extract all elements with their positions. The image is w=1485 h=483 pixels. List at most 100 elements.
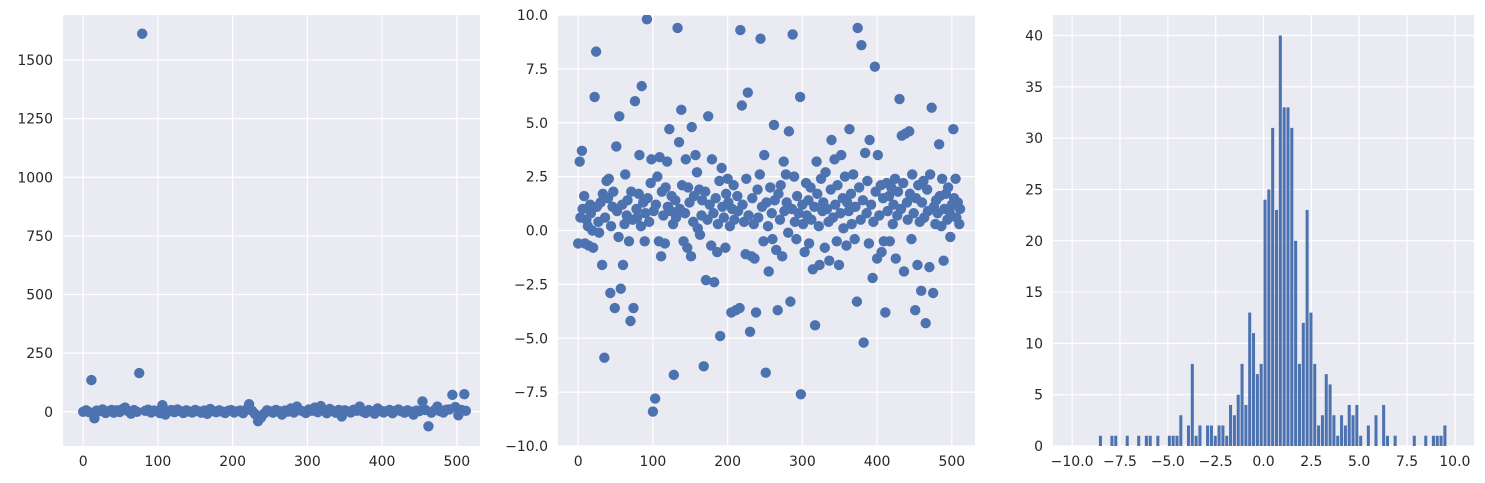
histogram-bar <box>1282 107 1286 446</box>
scatter-point <box>785 296 796 307</box>
scatter-point <box>759 149 770 161</box>
scatter-panel-clipped: 0 100 200 300 400 500 −10.0 −7.5 −5.0 −2.5 0.0 2.5 5… <box>505 8 975 470</box>
histogram-bar <box>1186 425 1190 446</box>
y-tick-label: 1250 <box>17 112 53 128</box>
y-tick-label: 35 <box>1025 80 1043 96</box>
x-tick-label: −10.0 <box>1051 454 1094 470</box>
scatter-point <box>670 195 681 206</box>
scatter-point <box>742 87 754 98</box>
scatter-point <box>842 197 853 208</box>
scatter-point <box>732 190 743 202</box>
scatter-point <box>809 201 820 212</box>
scatter-point <box>775 180 786 191</box>
y-tick-label: 7.5 <box>526 62 548 78</box>
histogram-bar <box>1328 384 1332 446</box>
scatter-point <box>711 246 723 258</box>
histogram-bar <box>1217 425 1221 446</box>
scatter-point <box>812 188 823 200</box>
x-tick-label: 5.0 <box>1348 454 1370 470</box>
histogram-bar <box>1137 435 1141 446</box>
histogram-bar <box>1156 435 1160 446</box>
scatter-panel-raw: 0 100 200 300 400 500 0 250 500 750 1000 1250 1500 <box>17 15 480 470</box>
scatter-point <box>679 208 691 219</box>
scatter-point <box>608 186 619 197</box>
scatter-point <box>752 184 763 195</box>
scatter-point <box>700 274 712 286</box>
scatter-point <box>832 180 843 191</box>
scatter-point <box>741 173 752 184</box>
scatter-point <box>670 212 682 223</box>
scatter-point <box>830 199 841 210</box>
x-tick-label: 10.0 <box>1439 454 1470 470</box>
scatter-point <box>820 167 831 178</box>
scatter-point <box>872 149 884 161</box>
scatter-point <box>659 238 671 249</box>
scatter-point <box>749 253 760 264</box>
scatter-point <box>910 305 921 316</box>
scatter-point <box>803 238 815 249</box>
scatter-point <box>134 367 145 379</box>
scatter-point <box>920 317 931 329</box>
histogram-bar <box>1267 189 1271 446</box>
histogram-bar <box>1209 425 1213 446</box>
scatter-point <box>685 251 697 262</box>
scatter-point <box>728 180 739 191</box>
scatter-point <box>596 259 608 271</box>
histogram-bar <box>1385 435 1389 446</box>
scatter-point <box>824 255 835 266</box>
scatter-point <box>735 24 746 36</box>
scatter-point <box>847 169 859 180</box>
scatter-point <box>874 210 885 221</box>
scatter-point <box>774 214 786 225</box>
histogram-bar <box>1263 199 1267 446</box>
scatter-point <box>850 201 861 212</box>
scatter-point <box>763 266 774 277</box>
x-tick-label: 0.0 <box>1252 454 1274 470</box>
scatter-point <box>706 154 718 165</box>
scatter-point <box>907 169 918 180</box>
scatter-point <box>714 330 726 342</box>
histogram-bar <box>1301 322 1305 446</box>
scatter-point <box>921 184 933 195</box>
scatter-point <box>924 169 936 180</box>
scatter-point <box>844 124 855 135</box>
y-tick-label: −2.5 <box>514 277 548 293</box>
scatter-point <box>634 149 645 161</box>
scatter-point <box>765 182 776 193</box>
scatter-point <box>906 233 917 245</box>
histogram-bar <box>1206 425 1210 446</box>
scatter-point <box>761 197 772 208</box>
scatter-point <box>892 186 904 197</box>
scatter-point <box>661 156 673 167</box>
scatter-point <box>789 216 801 228</box>
scatter-point <box>623 236 635 247</box>
scatter-point <box>791 190 803 202</box>
scatter-point <box>137 28 148 39</box>
histogram-bar <box>1336 435 1340 446</box>
scatter-point <box>805 182 816 193</box>
x-tick-label: 100 <box>640 454 667 470</box>
scatter-point <box>954 203 966 215</box>
scatter-point <box>833 259 845 271</box>
scatter-point <box>898 177 909 189</box>
histogram-bar <box>1359 435 1363 446</box>
x-tick-label: 7.5 <box>1396 454 1418 470</box>
scatter-point <box>831 236 842 247</box>
histogram-bar <box>1340 415 1344 446</box>
scatter-point <box>904 126 915 137</box>
y-tick-label: 0 <box>1034 439 1043 455</box>
scatter-point <box>682 182 694 193</box>
scatter-point <box>631 203 642 215</box>
scatter-point <box>646 154 657 165</box>
histogram-bar <box>1332 415 1336 446</box>
scatter-point <box>858 337 869 348</box>
scatter-point <box>447 389 458 401</box>
histogram-bar <box>1324 374 1328 446</box>
scatter-point <box>835 208 846 219</box>
scatter-point <box>691 167 703 178</box>
scatter-point <box>629 96 641 107</box>
scatter-point <box>863 238 875 249</box>
scatter-point <box>574 156 585 167</box>
scatter-point <box>459 388 470 400</box>
